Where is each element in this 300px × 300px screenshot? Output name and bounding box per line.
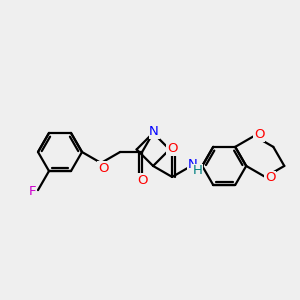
Text: N: N: [187, 158, 197, 171]
Text: O: O: [265, 171, 275, 184]
Text: N: N: [149, 125, 159, 138]
Text: F: F: [29, 184, 37, 198]
Text: O: O: [98, 161, 108, 175]
Text: H: H: [192, 164, 202, 177]
Text: O: O: [254, 128, 265, 141]
Text: O: O: [137, 173, 147, 187]
Text: O: O: [167, 142, 177, 155]
